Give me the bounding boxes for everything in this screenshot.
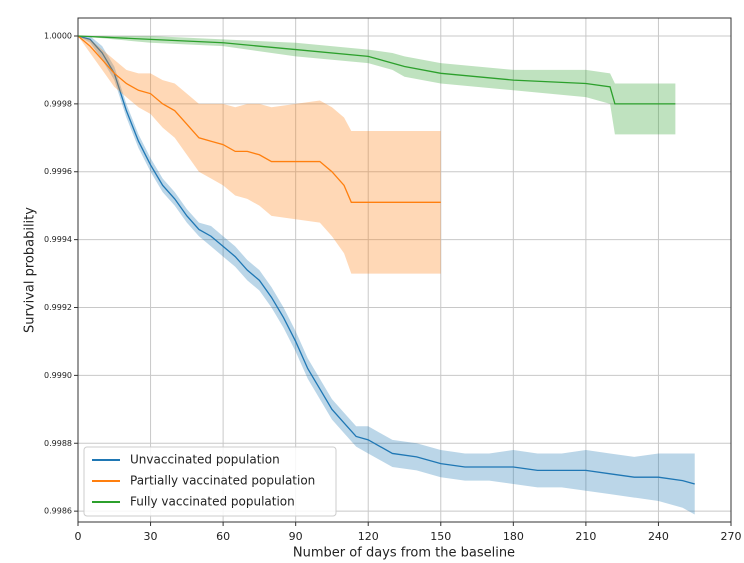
y-tick-label: 0.9994 <box>44 235 72 244</box>
x-tick-label: 210 <box>575 530 596 543</box>
x-tick-label: 30 <box>144 530 158 543</box>
y-tick-label: 0.9988 <box>44 439 72 448</box>
y-axis-label: Survival probability <box>23 207 38 333</box>
x-tick-label: 60 <box>216 530 230 543</box>
confidence-band <box>78 35 676 135</box>
y-tick-label: 0.9990 <box>44 371 72 380</box>
y-tick-label: 0.9998 <box>44 99 72 108</box>
x-axis-label: Number of days from the baseline <box>293 546 515 561</box>
legend-box <box>83 446 337 517</box>
survival-line <box>77 35 695 485</box>
plot-frame <box>77 17 732 523</box>
x-tick-label: 0 <box>75 530 82 543</box>
x-tick-label: 240 <box>648 530 669 543</box>
survival-line <box>77 35 441 203</box>
y-tick-label: 1.0000 <box>44 31 72 40</box>
y-tick-label: 0.9986 <box>44 507 72 516</box>
legend: Unvaccinated population Partially vaccina… <box>83 446 337 517</box>
x-tick-label: 120 <box>358 530 379 543</box>
y-tick-label: 0.9992 <box>44 303 72 312</box>
survival-line <box>77 35 676 105</box>
legend-label: Unvaccinated population <box>130 453 280 467</box>
x-tick-label: 90 <box>289 530 303 543</box>
y-tick-label: 0.9996 <box>44 167 72 176</box>
confidence-band <box>78 35 695 515</box>
x-tick-label: 150 <box>430 530 451 543</box>
legend-label: Partially vaccinated population <box>130 474 315 488</box>
x-tick-label: 180 <box>503 530 524 543</box>
legend-label: Fully vaccinated population <box>130 495 295 509</box>
x-tick-label: 270 <box>721 530 742 543</box>
